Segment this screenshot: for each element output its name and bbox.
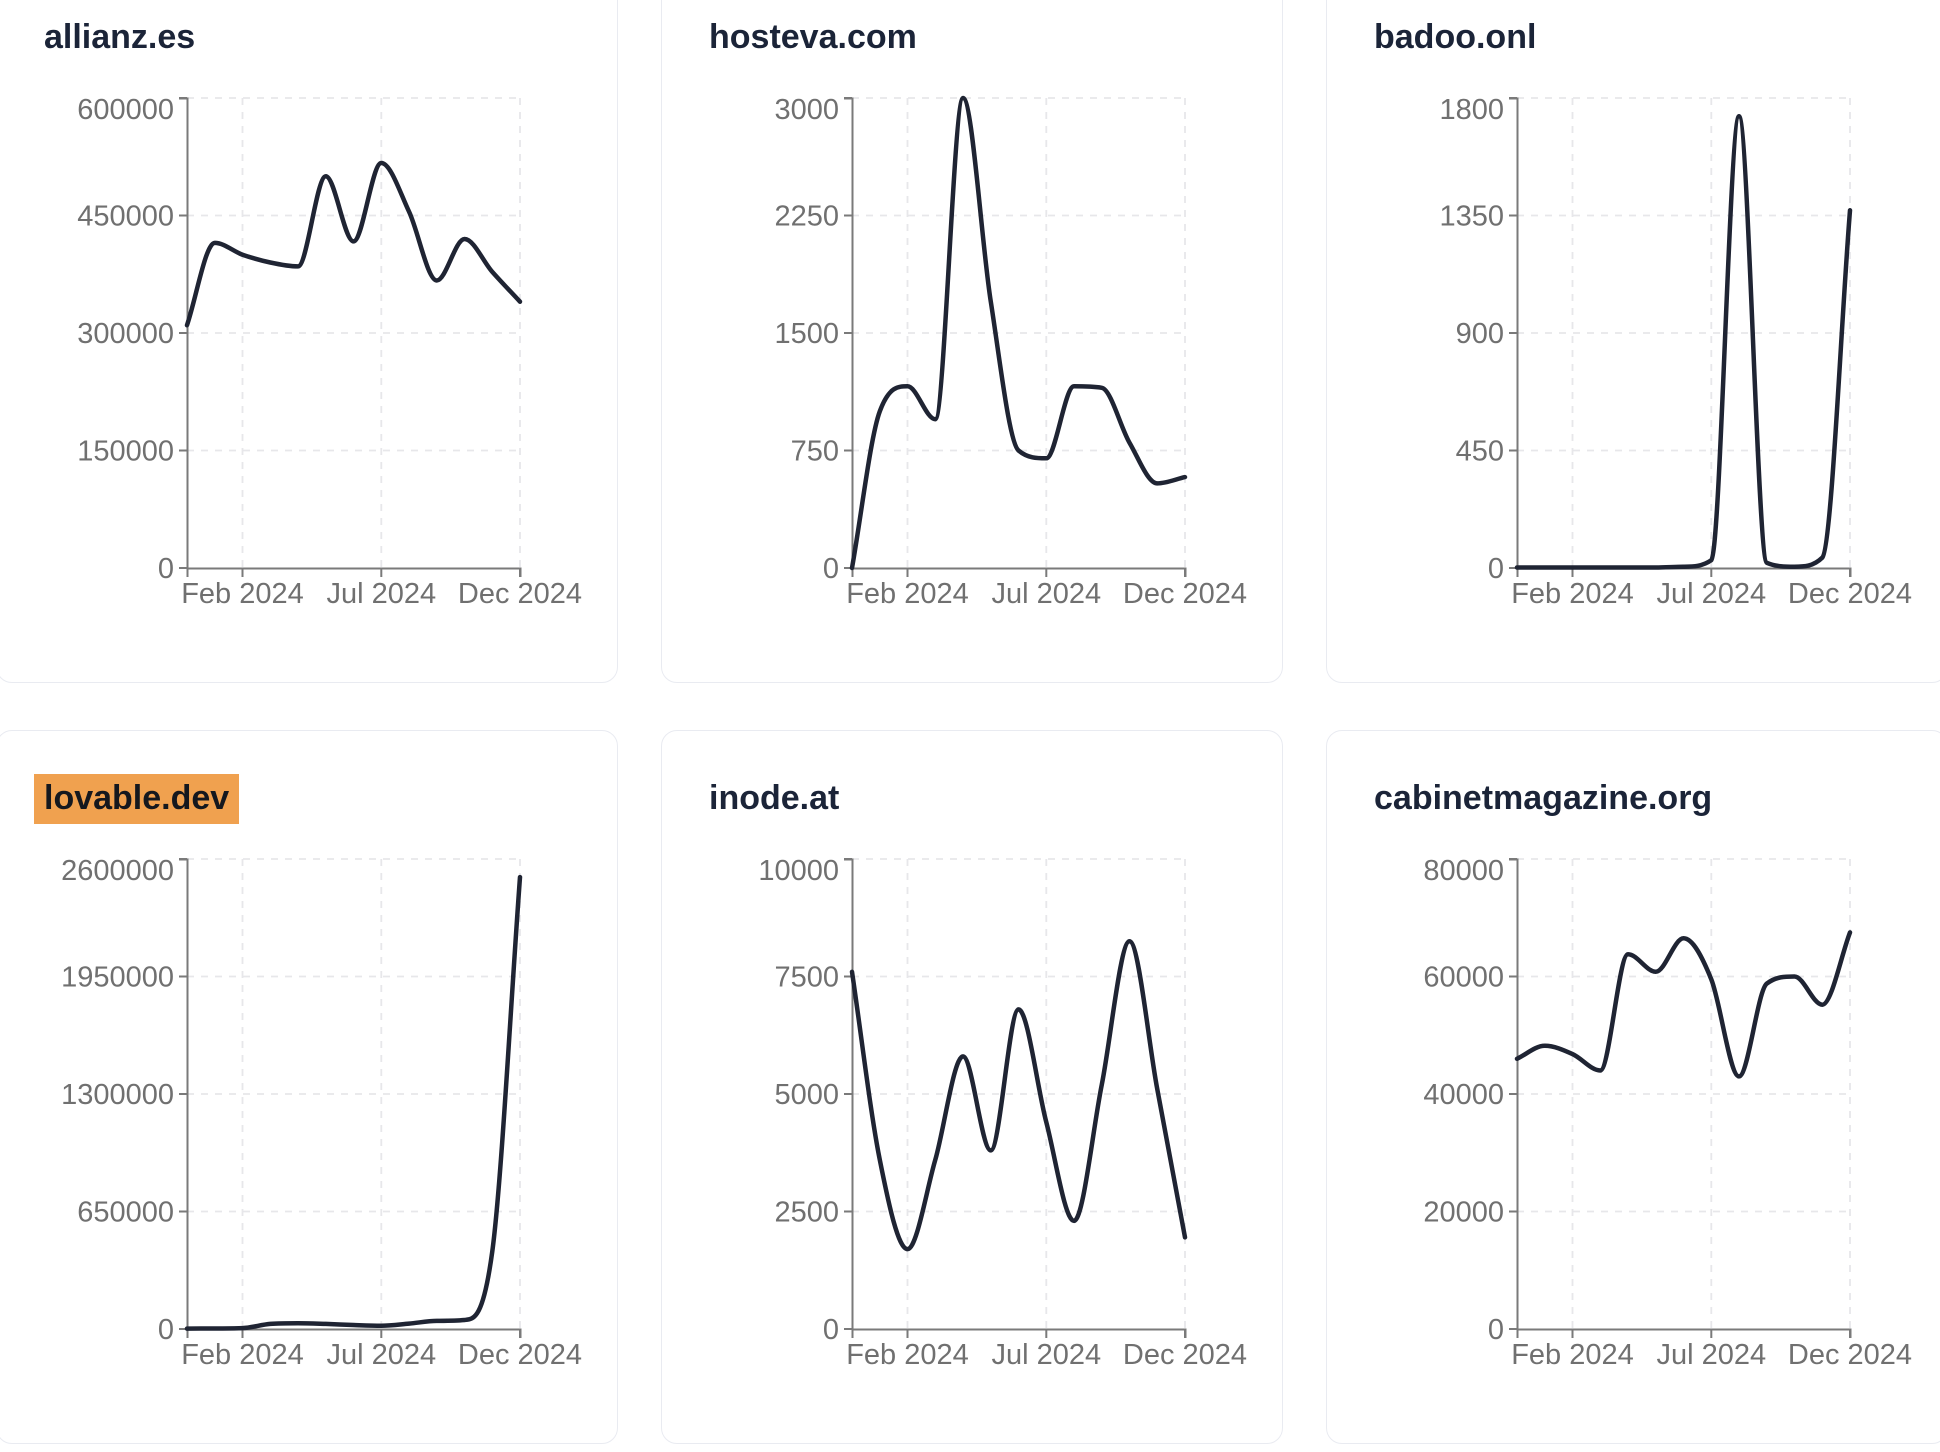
x-tick-label: Jul 2024	[326, 578, 436, 610]
y-tick-label: 650000	[77, 1197, 174, 1229]
domain-title: cabinetmagazine.org	[1374, 780, 1712, 816]
x-tick-label: Dec 2024	[1123, 578, 1247, 610]
x-tick-label: Jul 2024	[1656, 578, 1766, 610]
x-tick-label: Feb 2024	[846, 1339, 969, 1371]
axes	[1509, 97, 1852, 577]
traffic-line-chart: 0 450 900 1350 1800 Feb 2024 Jul 2024 Dec 2024	[1439, 94, 1912, 610]
axes	[844, 858, 1187, 1338]
domain-chart-card: badoo.onl 0 450 900 1350 1800 Feb 2024 Jul 202…	[1326, 0, 1940, 683]
domain-chart-card: cabinetmagazine.org 0 20000 40000 60000 8000…	[1326, 730, 1940, 1444]
y-tick-label: 5000	[774, 1079, 839, 1111]
x-tick-label: Dec 2024	[1788, 1339, 1912, 1371]
y-tick-label: 10000	[758, 855, 839, 887]
x-axis-line	[851, 1328, 1187, 1338]
y-tick-label: 7500	[774, 962, 839, 994]
y-tick-label: 2600000	[61, 855, 174, 887]
y-tick-label: 900	[1456, 318, 1504, 350]
traffic-line-chart: 0 650000 1300000 1950000 2600000 Feb 2024 Jul …	[61, 855, 582, 1371]
x-tick-label: Feb 2024	[1511, 578, 1634, 610]
domain-title: allianz.es	[44, 19, 195, 55]
x-tick-label: Jul 2024	[326, 1339, 436, 1371]
y-tick-label: 0	[823, 1314, 839, 1346]
axes	[179, 97, 522, 577]
gridlines	[852, 97, 1186, 568]
y-tick-label: 600000	[77, 94, 174, 126]
y-tick-label: 150000	[77, 436, 174, 468]
x-tick-label: Feb 2024	[181, 1339, 304, 1371]
domain-title-text: badoo.onl	[1374, 18, 1537, 56]
x-tick-label: Feb 2024	[181, 578, 304, 610]
traffic-line-chart: 0 150000 300000 450000 600000 Feb 2024 Jul 202…	[77, 94, 582, 610]
y-tick-label: 1800	[1439, 94, 1504, 126]
y-tick-label: 2500	[774, 1197, 839, 1229]
y-tick-label: 1300000	[61, 1079, 174, 1111]
y-tick-label: 0	[1488, 553, 1504, 585]
y-tick-label: 80000	[1423, 855, 1504, 887]
x-tick-label: Feb 2024	[846, 578, 969, 610]
axes	[844, 97, 1187, 577]
domain-title: lovable.dev	[34, 774, 240, 824]
gridlines	[852, 858, 1186, 1329]
y-tick-label: 0	[158, 1314, 174, 1346]
axes	[1509, 858, 1852, 1338]
gridlines	[1517, 858, 1851, 1329]
x-axis-line	[1516, 1328, 1852, 1338]
y-tick-label: 40000	[1423, 1079, 1504, 1111]
y-tick-label: 450000	[77, 201, 174, 233]
y-tick-label: 450	[1456, 436, 1504, 468]
series-line	[1514, 930, 1853, 1079]
x-axis-line	[1516, 567, 1852, 577]
domain-title-text: inode.at	[709, 779, 840, 817]
x-axis-line	[186, 1328, 522, 1338]
y-tick-label: 750	[791, 436, 839, 468]
y-tick-label: 1500	[774, 318, 839, 350]
y-tick-label: 20000	[1423, 1197, 1504, 1229]
axes	[179, 858, 522, 1338]
y-tick-label: 1350	[1439, 201, 1504, 233]
x-tick-label: Jul 2024	[991, 1339, 1101, 1371]
x-tick-label: Jul 2024	[991, 578, 1101, 610]
y-tick-label: 0	[823, 553, 839, 585]
y-tick-label: 60000	[1423, 962, 1504, 994]
traffic-line-chart: 0 2500 5000 7500 10000 Feb 2024 Jul 2024 Dec 20…	[758, 855, 1247, 1371]
x-tick-label: Dec 2024	[458, 1339, 582, 1371]
gridlines	[187, 97, 521, 568]
domain-title-text: lovable.dev	[34, 774, 240, 824]
series-line	[1514, 114, 1853, 570]
traffic-line-chart: 0 20000 40000 60000 80000 Feb 2024 Jul 2024 Dec…	[1423, 855, 1912, 1371]
domain-chart-card: inode.at 0 2500 5000 7500 10000 Feb 2024 Jul 2…	[661, 730, 1283, 1444]
domain-title-text: allianz.es	[44, 18, 196, 56]
domain-title: hosteva.com	[709, 19, 917, 55]
domain-chart-card: hosteva.com 0 750 1500 2250 3000 Feb 2024 Jul …	[661, 0, 1283, 683]
gridlines	[187, 858, 521, 1329]
domain-chart-card: lovable.dev 0 650000 1300000 1950000 2600000…	[0, 730, 618, 1444]
series-line	[184, 874, 523, 1331]
y-tick-label: 300000	[77, 318, 174, 350]
x-tick-label: Jul 2024	[1656, 1339, 1766, 1371]
domain-title: badoo.onl	[1374, 19, 1536, 55]
domain-title-text: cabinetmagazine.org	[1374, 779, 1713, 817]
x-tick-label: Dec 2024	[458, 578, 582, 610]
series-line	[849, 95, 1188, 571]
domain-chart-card: allianz.es 0 150000 300000 450000 600000 Feb …	[0, 0, 618, 683]
y-tick-label: 0	[1488, 1314, 1504, 1346]
y-tick-label: 0	[158, 553, 174, 585]
domain-title: inode.at	[709, 780, 839, 816]
y-tick-label: 3000	[774, 94, 839, 126]
traffic-line-chart: 0 750 1500 2250 3000 Feb 2024 Jul 2024 Dec 2024	[774, 94, 1247, 610]
y-tick-label: 1950000	[61, 962, 174, 994]
series-line	[849, 939, 1188, 1252]
gridlines	[1517, 97, 1851, 568]
x-tick-label: Dec 2024	[1123, 1339, 1247, 1371]
series-line	[184, 160, 523, 328]
x-axis-line	[851, 567, 1187, 577]
domain-title-text: hosteva.com	[709, 18, 917, 56]
x-tick-label: Dec 2024	[1788, 578, 1912, 610]
x-axis-line	[186, 567, 522, 577]
y-tick-label: 2250	[774, 201, 839, 233]
x-tick-label: Feb 2024	[1511, 1339, 1634, 1371]
